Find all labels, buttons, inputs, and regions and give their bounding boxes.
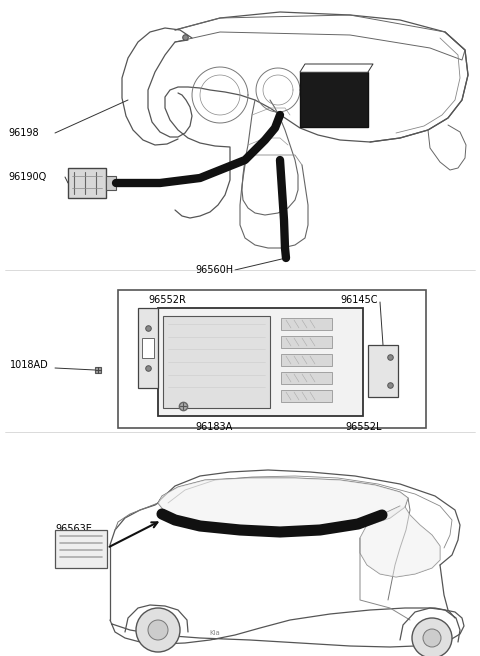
Bar bbox=[106, 176, 116, 190]
Text: 96563E: 96563E bbox=[55, 524, 92, 534]
Bar bbox=[281, 372, 332, 384]
Bar bbox=[163, 316, 270, 408]
Bar bbox=[158, 308, 363, 416]
Bar bbox=[68, 168, 106, 198]
Bar bbox=[300, 72, 368, 127]
Bar bbox=[281, 318, 332, 330]
Circle shape bbox=[412, 618, 452, 656]
Text: 1018AD: 1018AD bbox=[10, 360, 49, 370]
Text: 96560H: 96560H bbox=[195, 265, 233, 275]
Text: 96552R: 96552R bbox=[148, 295, 186, 305]
Bar bbox=[142, 338, 154, 358]
Text: 96552L: 96552L bbox=[345, 422, 382, 432]
Bar bbox=[138, 308, 158, 388]
Text: Kia: Kia bbox=[210, 630, 220, 636]
Text: 96198: 96198 bbox=[8, 128, 38, 138]
Bar bbox=[368, 345, 398, 397]
Bar bbox=[281, 336, 332, 348]
Text: 96145C: 96145C bbox=[340, 295, 377, 305]
Bar bbox=[55, 530, 107, 568]
Bar bbox=[281, 354, 332, 366]
Text: 96183A: 96183A bbox=[195, 422, 232, 432]
Polygon shape bbox=[158, 478, 408, 534]
Polygon shape bbox=[360, 506, 440, 577]
Circle shape bbox=[136, 608, 180, 652]
Bar bbox=[281, 390, 332, 402]
Circle shape bbox=[423, 629, 441, 647]
Circle shape bbox=[148, 620, 168, 640]
Text: 96190Q: 96190Q bbox=[8, 172, 46, 182]
Bar bbox=[118, 290, 426, 428]
